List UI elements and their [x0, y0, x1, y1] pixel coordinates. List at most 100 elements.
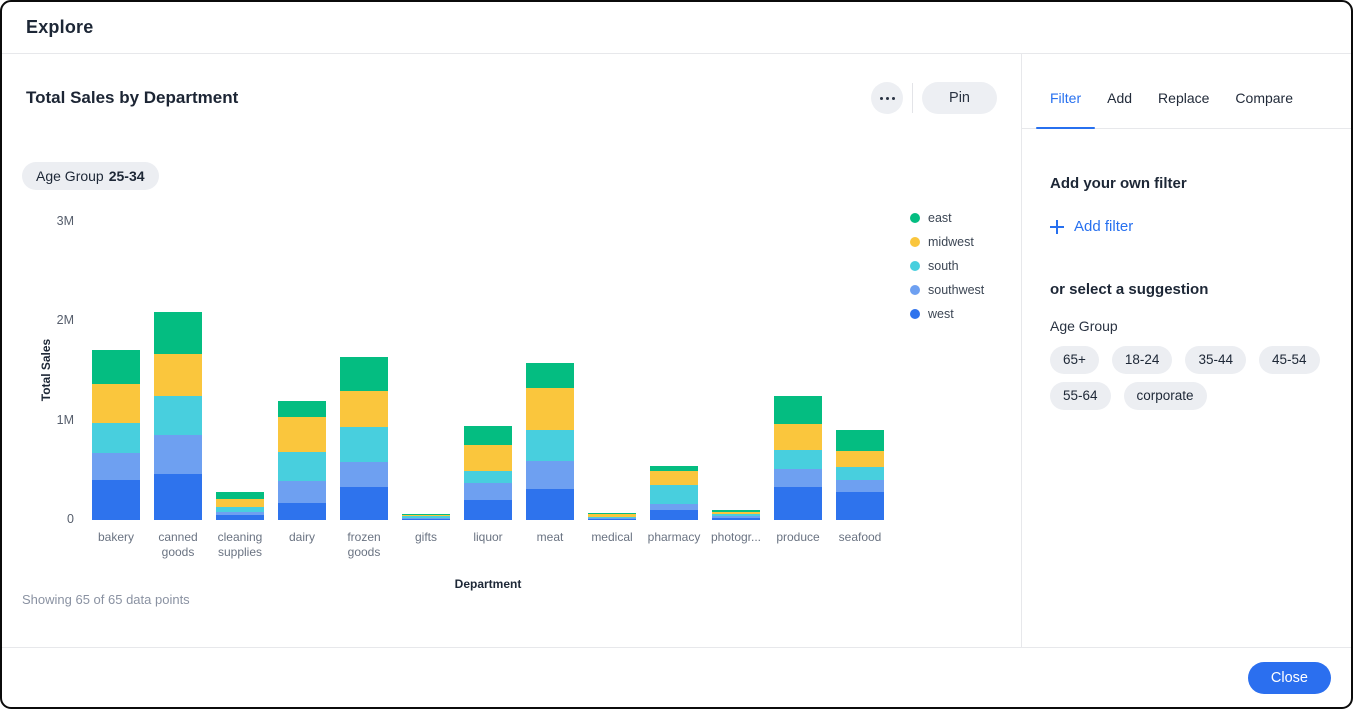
- bar-segment-south[interactable]: [92, 422, 140, 453]
- bar-segment-east[interactable]: [92, 350, 140, 385]
- bar-segment-south[interactable]: [402, 516, 450, 518]
- bar-segment-midwest[interactable]: [650, 471, 698, 486]
- bar-segment-east[interactable]: [836, 429, 884, 451]
- bar-segment-west[interactable]: [340, 487, 388, 520]
- bar-segment-west[interactable]: [92, 480, 140, 520]
- bar-bakery[interactable]: [92, 350, 140, 520]
- bar-segment-west[interactable]: [464, 500, 512, 520]
- bar-segment-midwest[interactable]: [278, 416, 326, 452]
- bar-segment-midwest[interactable]: [836, 450, 884, 468]
- applied-filter-chip[interactable]: Age Group 25-34: [22, 162, 159, 190]
- bar-segment-south[interactable]: [588, 516, 636, 518]
- bar-segment-east[interactable]: [526, 363, 574, 388]
- bar-segment-west[interactable]: [154, 474, 202, 520]
- bar-segment-midwest[interactable]: [526, 387, 574, 430]
- tab-filter[interactable]: Filter: [1035, 68, 1096, 129]
- bar-segment-east[interactable]: [340, 357, 388, 392]
- bar-segment-west[interactable]: [216, 515, 264, 520]
- bar-segment-south[interactable]: [278, 451, 326, 482]
- bar-gifts[interactable]: [402, 514, 450, 520]
- bar-segment-midwest[interactable]: [464, 444, 512, 472]
- more-options-button[interactable]: [871, 82, 904, 114]
- bar-segment-east[interactable]: [154, 311, 202, 355]
- bar-segment-east[interactable]: [774, 395, 822, 424]
- legend-item-west[interactable]: west: [910, 302, 984, 326]
- bar-segment-west[interactable]: [278, 503, 326, 520]
- bar-segment-southwest[interactable]: [92, 452, 140, 481]
- bar-segment-southwest[interactable]: [340, 462, 388, 488]
- bar-segment-east[interactable]: [588, 513, 636, 514]
- bar-meat[interactable]: [526, 363, 574, 520]
- bar-segment-south[interactable]: [464, 471, 512, 484]
- bar-segment-south[interactable]: [216, 507, 264, 512]
- bar-segment-midwest[interactable]: [216, 499, 264, 507]
- bar-photogr-[interactable]: [712, 510, 760, 520]
- suggestion-chip-65+[interactable]: 65+: [1050, 345, 1099, 374]
- bar-segment-south[interactable]: [340, 426, 388, 463]
- bar-segment-midwest[interactable]: [774, 423, 822, 451]
- bar-segment-south[interactable]: [712, 514, 760, 516]
- bar-segment-midwest[interactable]: [588, 513, 636, 517]
- pin-button[interactable]: Pin: [922, 82, 997, 114]
- suggestion-chip-45-54[interactable]: 45-54: [1258, 345, 1320, 374]
- bar-segment-southwest[interactable]: [154, 434, 202, 475]
- bar-segment-midwest[interactable]: [340, 391, 388, 427]
- suggestion-chip-corporate[interactable]: corporate: [1123, 381, 1207, 410]
- bar-segment-midwest[interactable]: [402, 515, 450, 517]
- x-label-meat: meat: [536, 530, 564, 544]
- bar-liquor[interactable]: [464, 425, 512, 520]
- suggestion-chip-18-24[interactable]: 18-24: [1111, 345, 1173, 374]
- bar-segment-east[interactable]: [216, 492, 264, 500]
- bar-segment-midwest[interactable]: [154, 354, 202, 396]
- bar-segment-southwest[interactable]: [774, 469, 822, 488]
- legend-item-southwest[interactable]: southwest: [910, 278, 984, 302]
- bar-segment-south[interactable]: [836, 467, 884, 481]
- data-points-status: Showing 65 of 65 data points: [22, 592, 190, 607]
- bar-segment-east[interactable]: [712, 510, 760, 512]
- bar-segment-midwest[interactable]: [712, 511, 760, 514]
- bar-segment-southwest[interactable]: [402, 517, 450, 519]
- bar-segment-southwest[interactable]: [712, 516, 760, 518]
- bar-segment-east[interactable]: [278, 400, 326, 417]
- bar-segment-west[interactable]: [712, 518, 760, 520]
- bar-pharmacy[interactable]: [650, 466, 698, 520]
- bar-segment-southwest[interactable]: [588, 517, 636, 519]
- bar-segment-west[interactable]: [526, 489, 574, 520]
- bar-seafood[interactable]: [836, 429, 884, 520]
- bar-segment-southwest[interactable]: [836, 480, 884, 493]
- bar-produce[interactable]: [774, 395, 822, 520]
- legend-item-south[interactable]: south: [910, 254, 984, 278]
- bar-segment-west[interactable]: [650, 510, 698, 520]
- bar-segment-east[interactable]: [402, 514, 450, 516]
- suggestion-chip-55-64[interactable]: 55-64: [1050, 381, 1111, 410]
- bar-segment-south[interactable]: [154, 395, 202, 435]
- suggestion-chip-35-44[interactable]: 35-44: [1185, 345, 1246, 374]
- bar-cleaning-supplies[interactable]: [216, 492, 264, 520]
- tab-replace[interactable]: Replace: [1158, 90, 1210, 106]
- bar-segment-west[interactable]: [836, 492, 884, 520]
- legend-item-midwest[interactable]: midwest: [910, 230, 984, 254]
- legend-item-east[interactable]: east: [910, 206, 984, 230]
- bar-medical[interactable]: [588, 513, 636, 520]
- bar-frozen-goods[interactable]: [340, 357, 388, 520]
- bar-segment-west[interactable]: [402, 518, 450, 520]
- bar-segment-southwest[interactable]: [650, 504, 698, 511]
- bar-segment-west[interactable]: [774, 487, 822, 520]
- bar-segment-southwest[interactable]: [526, 461, 574, 490]
- bar-segment-southwest[interactable]: [464, 483, 512, 501]
- tab-compare[interactable]: Compare: [1235, 90, 1294, 106]
- bar-segment-east[interactable]: [650, 466, 698, 472]
- bar-segment-midwest[interactable]: [92, 384, 140, 423]
- bar-segment-west[interactable]: [588, 518, 636, 520]
- bar-segment-south[interactable]: [526, 429, 574, 462]
- bar-segment-southwest[interactable]: [278, 481, 326, 504]
- bar-segment-southwest[interactable]: [216, 511, 264, 515]
- tab-add[interactable]: Add: [1107, 90, 1133, 106]
- bar-canned-goods[interactable]: [154, 311, 202, 520]
- add-filter-button[interactable]: Add filter: [1050, 218, 1133, 235]
- bar-dairy[interactable]: [278, 400, 326, 520]
- bar-segment-east[interactable]: [464, 425, 512, 445]
- bar-segment-south[interactable]: [774, 450, 822, 470]
- bar-segment-south[interactable]: [650, 485, 698, 505]
- close-button[interactable]: Close: [1247, 661, 1331, 694]
